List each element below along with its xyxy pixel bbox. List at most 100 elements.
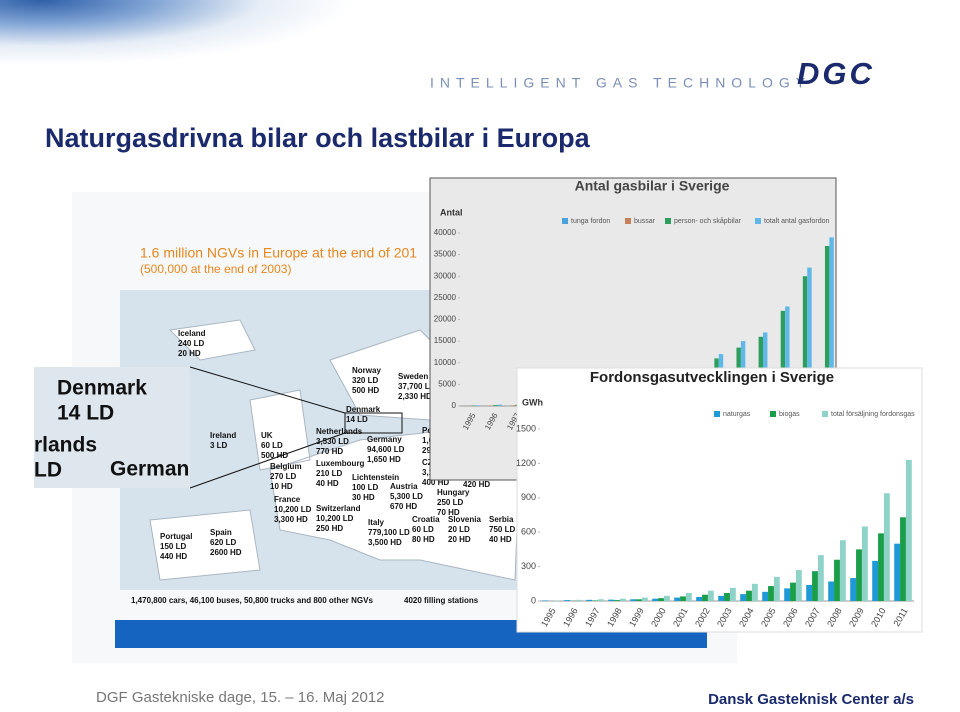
y-tick-label: 1200	[516, 458, 536, 468]
bar	[790, 582, 796, 601]
map-label: Iceland	[178, 329, 206, 338]
map-label: 3,530 LD	[316, 437, 349, 446]
map-label: Hungary	[437, 488, 470, 497]
bar	[586, 599, 593, 601]
y-tick-label: 300	[521, 561, 536, 571]
map-stats: 4020 filling stations	[404, 596, 479, 605]
map-label: Netherlands	[316, 427, 363, 436]
map-label: Norway	[352, 366, 381, 375]
bar	[542, 600, 549, 601]
bar	[636, 599, 642, 601]
legend-swatch	[625, 218, 631, 224]
legend-label: naturgas	[723, 411, 751, 418]
footer-event: DGF Gastekniske dage, 15. – 16. Maj 2012	[96, 689, 385, 706]
bar	[729, 587, 736, 601]
y-axis-label: Antal	[440, 207, 463, 217]
y-tick-label: 20000	[434, 315, 457, 324]
bar	[614, 600, 620, 601]
legend-swatch	[714, 411, 720, 417]
inset-line	[189, 432, 346, 489]
bar	[773, 576, 780, 601]
map-label: 270 LD	[270, 472, 296, 481]
legend-swatch	[665, 218, 671, 224]
map-label: France	[274, 495, 301, 504]
bar	[856, 549, 862, 601]
map-label: 3 LD	[210, 441, 228, 450]
legend-swatch	[770, 411, 776, 417]
map-label: 440 HD	[160, 552, 187, 561]
bar	[878, 533, 884, 601]
map-label: Ireland	[210, 431, 236, 440]
bar	[894, 543, 901, 601]
legend-label: tunga fordon	[571, 218, 610, 225]
y-tick-label: 0	[452, 401, 457, 410]
bar	[746, 590, 752, 601]
inset-text: German	[110, 458, 189, 481]
y-tick-label: 25000	[434, 293, 457, 302]
inset-text: Denmark	[57, 377, 147, 400]
map-label: 10,200 LD	[316, 514, 354, 523]
bar	[608, 599, 615, 601]
bar	[658, 598, 664, 601]
map-label: 150 LD	[160, 542, 186, 551]
bar	[680, 596, 686, 601]
map-label: Portugal	[160, 532, 192, 541]
y-axis-label: GWh	[522, 397, 543, 407]
bar	[597, 599, 604, 601]
map-label: Serbia	[489, 515, 514, 524]
map-label: 400 HD	[422, 478, 449, 487]
bar	[824, 245, 830, 406]
bar	[510, 405, 516, 406]
map-label: 420 HD	[463, 480, 490, 489]
inset	[34, 367, 190, 488]
y-tick-label: 15000	[434, 336, 457, 345]
map-label: 620 LD	[210, 538, 236, 547]
map-label: 14 LD	[346, 415, 368, 424]
bar	[575, 599, 582, 601]
map-label: 1,650 HD	[367, 455, 401, 464]
map-label: Italy	[368, 518, 385, 527]
map-label: 10 HD	[270, 482, 293, 491]
map-label: Slovenia	[448, 515, 481, 524]
map-label: Austria	[390, 482, 418, 491]
bar	[702, 594, 708, 601]
map-stats: 1,470,800 cars, 46,100 buses, 50,800 tru…	[131, 596, 373, 605]
legend-swatch	[562, 218, 568, 224]
map-label: 210 LD	[316, 469, 342, 478]
map-label: Luxembourg	[316, 459, 365, 468]
map-label: 500 HD	[352, 386, 379, 395]
map-label: 250 HD	[316, 524, 343, 533]
bar	[553, 600, 560, 601]
bar	[663, 595, 670, 601]
map-label: 100 LD	[352, 483, 378, 492]
legend-label: biogas	[779, 411, 800, 418]
bar	[762, 591, 769, 601]
map-label: 30 HD	[352, 493, 375, 502]
bar	[806, 584, 813, 601]
y-tick-label: 900	[521, 492, 536, 502]
map-label: 240 LD	[178, 339, 204, 348]
bar	[850, 578, 857, 601]
bar	[641, 597, 648, 601]
footer-company: Dansk Gasteknisk Center a/s	[708, 691, 914, 708]
chart-title: Antal gasbilar i Sverige	[575, 178, 730, 194]
bar	[740, 594, 747, 601]
map-label: 779,100 LD	[368, 528, 410, 537]
header-image	[0, 0, 520, 110]
y-tick-label: 40000	[434, 228, 457, 237]
bar	[900, 517, 906, 601]
bar	[780, 310, 786, 406]
y-tick-label: 5000	[438, 379, 456, 388]
bar	[685, 592, 692, 601]
map-subline: (500,000 at the end of 2003)	[140, 262, 291, 276]
map-label: 750 LD	[489, 525, 515, 534]
bar	[861, 526, 868, 601]
inset-text: LD	[34, 459, 62, 482]
map-headline: 1.6 million NGVs in Europe at the end of…	[140, 245, 417, 261]
bar	[807, 267, 812, 406]
map-label: Switzerland	[316, 504, 361, 513]
map-label: Croatia	[412, 515, 440, 524]
map-label: Po	[422, 426, 432, 435]
